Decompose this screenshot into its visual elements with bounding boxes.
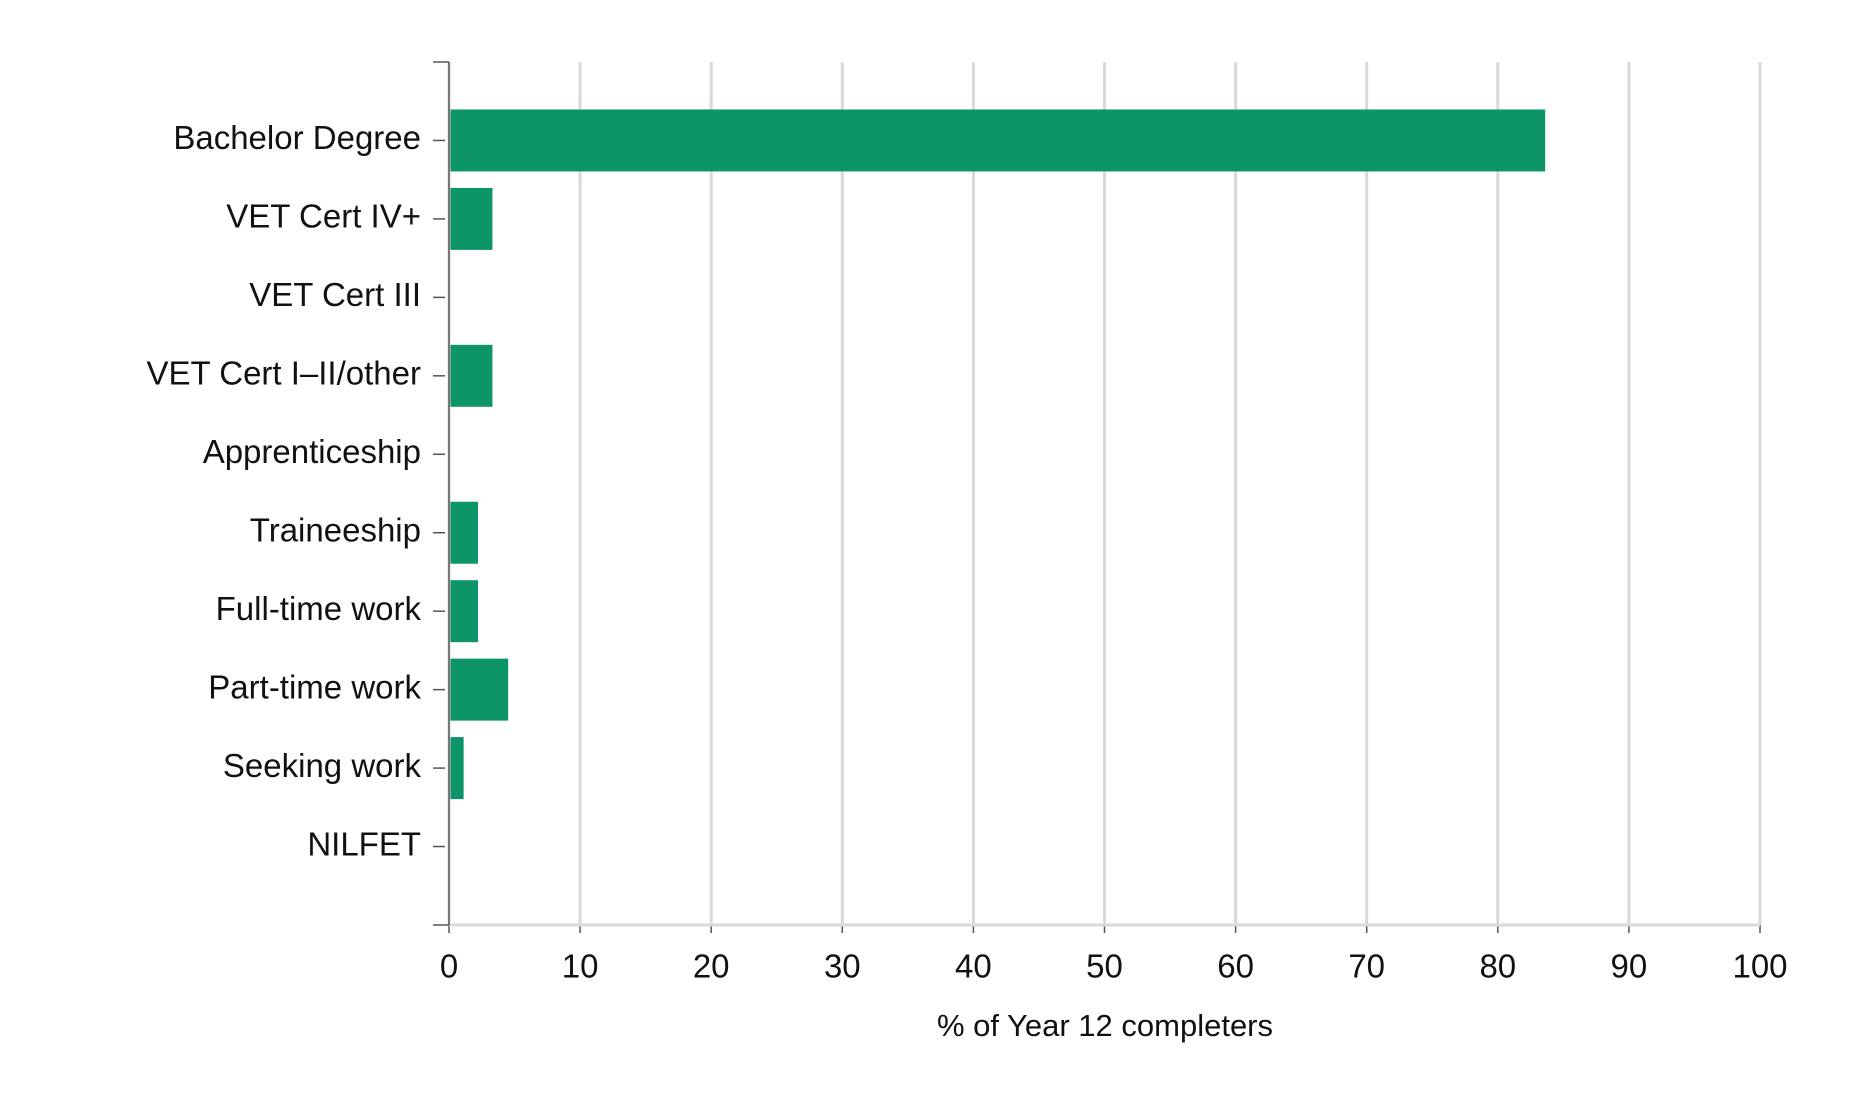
- x-tick-label: 50: [1086, 948, 1123, 985]
- x-tick-label: 40: [955, 948, 992, 985]
- x-tick-label: 60: [1217, 948, 1254, 985]
- y-tick-label: Seeking work: [223, 747, 422, 784]
- x-tick-label: 0: [440, 948, 458, 985]
- x-tick-label: 70: [1348, 948, 1385, 985]
- bar: [450, 501, 479, 564]
- bar: [450, 109, 1546, 172]
- bar: [450, 737, 464, 800]
- y-tick-label: VET Cert III: [249, 276, 421, 313]
- x-tick-label: 90: [1611, 948, 1648, 985]
- bar: [450, 187, 493, 250]
- y-tick-label: Bachelor Degree: [173, 119, 421, 156]
- x-tick-label: 80: [1479, 948, 1516, 985]
- y-tick-label: NILFET: [307, 825, 421, 862]
- y-tick-label: Full-time work: [216, 590, 422, 627]
- y-tick-label: Traineeship: [250, 511, 421, 548]
- x-axis-label: % of Year 12 completers: [937, 1008, 1273, 1043]
- x-tick-label: 100: [1732, 948, 1787, 985]
- x-tick-label: 10: [562, 948, 599, 985]
- y-tick-label: VET Cert I–II/other: [146, 355, 421, 392]
- bar: [450, 580, 479, 643]
- y-tick-label: VET Cert IV+: [226, 198, 421, 235]
- x-tick-label: 20: [693, 948, 730, 985]
- x-tick-label: 30: [824, 948, 861, 985]
- bar: [450, 344, 493, 407]
- y-tick-label: Apprenticeship: [203, 433, 421, 470]
- y-tick-label: Part-time work: [208, 668, 421, 705]
- bar: [450, 658, 509, 721]
